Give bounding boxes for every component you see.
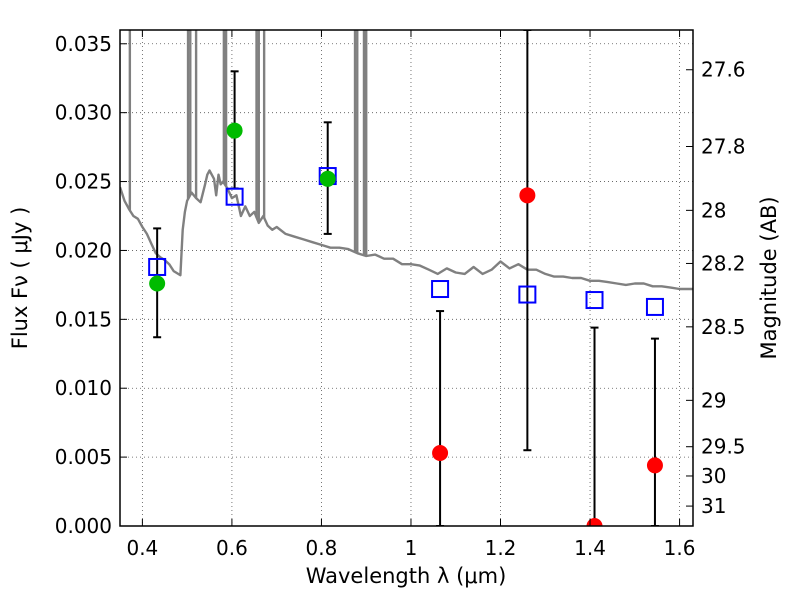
model-photometry-square	[148, 257, 167, 276]
detection-point	[319, 170, 336, 187]
y-axis-label: Flux Fν ( μJy )	[8, 207, 32, 350]
y-tick-label: 0.010	[55, 376, 112, 400]
mag-tick-label: 28.2	[701, 251, 746, 275]
mag-tick-label: 28.5	[701, 315, 746, 339]
nondetection-point	[646, 457, 663, 474]
model-photometry-square	[225, 187, 244, 206]
mag-tick-label: 31	[701, 494, 726, 518]
x-tick-label: 0.8	[306, 536, 338, 560]
x-tick-label: 1.6	[664, 536, 696, 560]
x-tick-label: 0.6	[216, 536, 248, 560]
model-sed-line	[120, 169, 693, 291]
y-tick-label: 0.025	[55, 170, 112, 194]
y-tick-label: 0.030	[55, 101, 112, 125]
y-tick-label: 0.020	[55, 238, 112, 262]
mag-tick-label: 27.6	[701, 58, 746, 82]
mag-tick-label: 29.5	[701, 435, 746, 459]
plot-data	[120, 30, 693, 526]
model-photometry-square	[645, 297, 664, 316]
x-axis-label: Wavelength λ (μm)	[306, 564, 507, 588]
x-tick-label: 1.4	[574, 536, 606, 560]
mag-tick-label: 27.8	[701, 135, 746, 159]
model-photometry-square	[518, 285, 537, 304]
x-tick-label: 1.2	[485, 536, 517, 560]
x-tick-label: 1	[405, 536, 418, 560]
model-photometry-square	[585, 291, 604, 310]
mag-tick-label: 30	[701, 464, 726, 488]
detection-point	[226, 122, 243, 139]
y-tick-label: 0.005	[55, 445, 112, 469]
y-tick-label: 0.015	[55, 307, 112, 331]
plot-frame	[119, 29, 694, 527]
y-tick-label: 0.000	[55, 514, 112, 538]
detection-point	[149, 275, 166, 292]
grid	[120, 30, 693, 527]
ticks: 0.4 0.6 0.8 1 1.2 1.4 1.6 0.000 0.005 0.010 0.015 0…	[55, 30, 746, 560]
y-tick-label: 0.035	[55, 32, 112, 56]
mag-tick-label: 29	[701, 388, 726, 412]
nondetection-point	[432, 444, 449, 461]
right-axis-label: Magnitude (AB)	[757, 196, 781, 359]
x-tick-label: 0.4	[126, 536, 158, 560]
model-photometry-square	[431, 280, 450, 299]
nondetection-point	[519, 187, 536, 204]
mag-tick-label: 28	[701, 198, 726, 222]
